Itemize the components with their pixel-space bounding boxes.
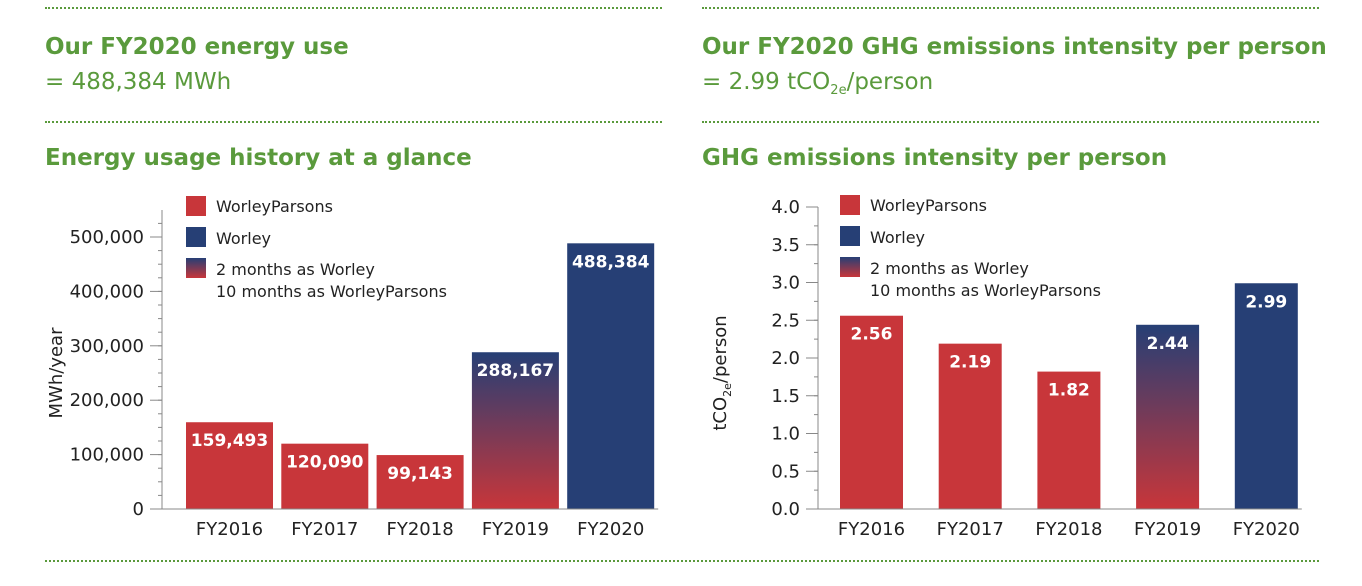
bar-fy2017 — [938, 343, 1002, 509]
divider-top-right — [702, 7, 1319, 9]
y-axis-label: MWh/year — [46, 327, 67, 419]
legend-label-mixed-line2: 10 months as WorleyParsons — [216, 282, 447, 301]
y-tick-label: 500,000 — [70, 227, 144, 248]
legend-label-worley: Worley — [216, 229, 271, 248]
energy-use-headline: Our FY2020 energy use — [45, 34, 349, 60]
x-tick-label: FY2016 — [196, 519, 263, 540]
bar-fy2018 — [376, 455, 464, 509]
energy-use-value: = 488,384 MWh — [45, 69, 232, 95]
legend-swatch-worleyparsons — [840, 195, 860, 215]
x-tick-label: FY2019 — [482, 519, 549, 540]
y-tick-label: 3.5 — [771, 235, 800, 256]
legend-label-worleyparsons: WorleyParsons — [870, 196, 987, 215]
divider-mid-right — [702, 121, 1319, 123]
ghg-intensity-heading: GHG emissions intensity per person — [702, 145, 1168, 171]
y-tick-label: 0.0 — [771, 499, 800, 520]
bar-value-label: 488,384 — [572, 252, 650, 272]
bar-value-label: 2.56 — [851, 325, 893, 345]
y-tick-label: 1.5 — [771, 386, 800, 407]
bar-fy2019 — [471, 352, 559, 509]
ghg-intensity-value: = 2.99 tCO2e/person — [702, 69, 933, 98]
energy-history-heading: Energy usage history at a glance — [45, 145, 472, 171]
legend-swatch-mixed — [840, 257, 860, 277]
bar-value-label: 159,493 — [191, 431, 268, 451]
y-tick-label: 200,000 — [70, 390, 144, 411]
y-axis-label-sub: 2e — [721, 383, 734, 397]
x-tick-label: FY2018 — [1035, 519, 1102, 540]
legend-swatch-worley — [840, 226, 860, 246]
bar-value-label: 1.82 — [1048, 381, 1090, 401]
bar-value-label: 2.19 — [949, 353, 991, 373]
bar-fy2017 — [281, 443, 369, 509]
legend-label-mixed-line1: 2 months as Worley — [216, 260, 375, 279]
y-tick-label: 1.0 — [771, 424, 800, 445]
bar-fy2018 — [1037, 371, 1101, 509]
bar-fy2020 — [567, 243, 655, 510]
legend-swatch-worley — [186, 227, 206, 247]
legend-label-mixed-line1: 2 months as Worley — [870, 259, 1029, 278]
y-tick-label: 3.0 — [771, 273, 800, 294]
divider-top-left — [45, 7, 662, 9]
y-tick-label: 0 — [133, 499, 144, 520]
bar-value-label: 2.44 — [1147, 334, 1189, 354]
x-tick-label: FY2018 — [387, 519, 454, 540]
bar-fy2016 — [840, 315, 903, 509]
bar-value-label: 288,167 — [477, 361, 554, 381]
bar-fy2016 — [186, 422, 273, 509]
divider-mid-left — [45, 121, 662, 123]
ghg-value-prefix: = 2.99 tCO — [702, 69, 831, 95]
bar-value-label: 120,090 — [286, 453, 364, 473]
y-axis-label: tCO2e/person — [710, 315, 734, 430]
y-tick-label: 300,000 — [70, 336, 144, 357]
ghg-value-sub: 2e — [830, 83, 847, 98]
y-tick-label: 2.5 — [771, 310, 800, 331]
bar-value-label: 99,143 — [387, 464, 453, 484]
bar-fy2019 — [1136, 324, 1200, 509]
x-tick-label: FY2020 — [1233, 519, 1300, 540]
x-tick-label: FY2019 — [1134, 519, 1201, 540]
x-tick-label: FY2016 — [838, 519, 905, 540]
y-tick-label: 4.0 — [771, 197, 800, 218]
y-tick-label: 2.0 — [771, 348, 800, 369]
y-axis-label-prefix: tCO — [710, 397, 731, 431]
y-axis-label-suffix: /person — [710, 315, 731, 383]
bar-value-label: 2.99 — [1245, 292, 1287, 312]
divider-bottom — [45, 560, 1319, 562]
x-tick-label: FY2017 — [937, 519, 1004, 540]
ghg-intensity-headline: Our FY2020 GHG emissions intensity per p… — [702, 34, 1327, 60]
legend-label-mixed-line2: 10 months as WorleyParsons — [870, 281, 1101, 300]
legend-label-worleyparsons: WorleyParsons — [216, 197, 333, 216]
legend-label-worley: Worley — [870, 228, 925, 247]
energy-chart: 0 100,000 200,000 300,000 400,000 500,000 MWh/… — [46, 196, 659, 540]
bar-fy2020 — [1234, 283, 1298, 509]
ghg-value-suffix: /person — [846, 69, 934, 95]
x-tick-label: FY2017 — [291, 519, 358, 540]
y-tick-label: 400,000 — [70, 281, 144, 302]
y-tick-label: 0.5 — [771, 461, 800, 482]
legend-swatch-mixed — [186, 258, 206, 278]
legend-swatch-worleyparsons — [186, 196, 206, 216]
x-tick-label: FY2020 — [577, 519, 644, 540]
y-tick-label: 100,000 — [70, 445, 144, 466]
